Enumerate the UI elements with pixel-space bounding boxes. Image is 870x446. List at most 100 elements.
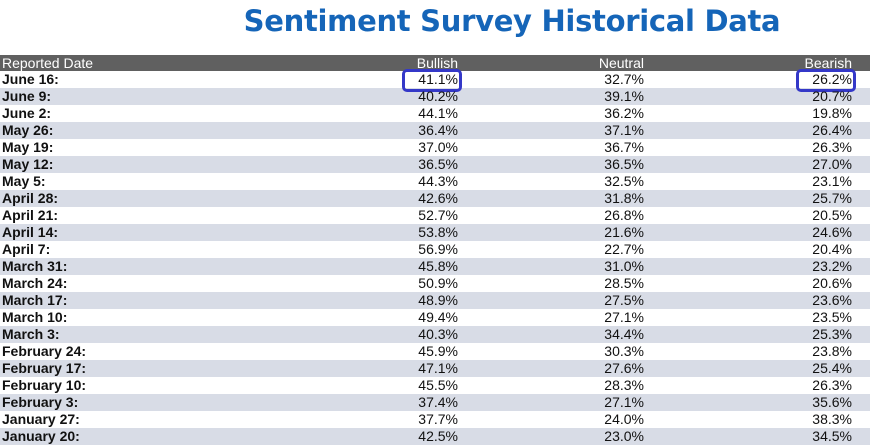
cell-neutral: 36.5% [604, 156, 644, 172]
header-bullish: Bullish [416, 55, 458, 71]
table-row: January 27: 37.7% 24.0% 38.3% [0, 411, 870, 428]
cell-neutral: 39.1% [604, 88, 644, 104]
cell-date: February 3: [2, 394, 79, 410]
table-row: June 16: 41.1% 32.7% 26.2% [0, 69, 870, 92]
cell-bearish: 35.6% [812, 394, 852, 410]
cell-bullish: 40.2% [418, 88, 458, 104]
cell-bullish: 52.7% [418, 207, 458, 223]
cell-bearish: 26.2% [644, 69, 856, 92]
cell-bearish: 19.8% [812, 105, 852, 121]
cell-date: February 10: [2, 377, 87, 393]
header-reported-date: Reported Date [2, 55, 94, 71]
cell-date: May 12: [2, 156, 54, 172]
cell-neutral: 22.7% [604, 241, 644, 257]
cell-bearish: 24.6% [812, 224, 852, 240]
cell-date: February 17: [2, 360, 87, 376]
cell-date: January 27: [2, 411, 80, 427]
cell-bullish: 44.3% [418, 173, 458, 189]
table-row: March 31: 45.8% 31.0% 23.2% [0, 258, 870, 275]
cell-bearish: 25.7% [812, 190, 852, 206]
cell-bearish: 26.3% [812, 139, 852, 155]
cell-date: March 31: [2, 258, 68, 274]
cell-neutral: 27.1% [604, 309, 644, 325]
cell-date: March 17: [2, 292, 68, 308]
cell-date: March 10: [2, 309, 68, 325]
cell-date: June 2: [2, 105, 52, 121]
cell-neutral: 27.5% [604, 292, 644, 308]
cell-bullish: 37.0% [418, 139, 458, 155]
cell-date: March 24: [2, 275, 68, 291]
table-row: February 3: 37.4% 27.1% 35.6% [0, 394, 870, 411]
cell-neutral: 30.3% [604, 343, 644, 359]
cell-bullish: 45.5% [418, 377, 458, 393]
cell-neutral: 27.1% [604, 394, 644, 410]
cell-bearish: 26.3% [812, 377, 852, 393]
cell-neutral: 21.6% [604, 224, 644, 240]
cell-bullish: 44.1% [418, 105, 458, 121]
cell-neutral: 36.2% [604, 105, 644, 121]
table-row: March 24: 50.9% 28.5% 20.6% [0, 275, 870, 292]
cell-neutral: 24.0% [604, 411, 644, 427]
cell-date: June 9: [2, 88, 52, 104]
table-row: June 2: 44.1% 36.2% 19.8% [0, 105, 870, 122]
cell-date: January 20: [2, 428, 80, 444]
cell-neutral: 36.7% [604, 139, 644, 155]
cell-neutral: 32.5% [604, 173, 644, 189]
table-row: March 17: 48.9% 27.5% 23.6% [0, 292, 870, 309]
cell-date: April 7: [2, 241, 51, 257]
cell-bearish: 27.0% [812, 156, 852, 172]
table-row: April 7: 56.9% 22.7% 20.4% [0, 241, 870, 258]
cell-bullish: 49.4% [418, 309, 458, 325]
cell-bullish: 41.1% [280, 69, 462, 92]
cell-bearish: 23.8% [812, 343, 852, 359]
cell-date: May 19: [2, 139, 54, 155]
cell-bullish: 47.1% [418, 360, 458, 376]
cell-bullish: 53.8% [418, 224, 458, 240]
cell-neutral: 23.0% [604, 428, 644, 444]
cell-bullish: 42.5% [418, 428, 458, 444]
cell-bearish: 23.5% [812, 309, 852, 325]
cell-date: April 21: [2, 207, 59, 223]
cell-bearish: 20.4% [812, 241, 852, 257]
cell-date: February 24: [2, 343, 87, 359]
cell-bullish: 56.9% [418, 241, 458, 257]
cell-bullish: 45.8% [418, 258, 458, 274]
cell-bearish: 23.1% [812, 173, 852, 189]
sentiment-table: Reported Date Bullish Neutral Bearish Ju… [0, 55, 870, 445]
table-row: May 12: 36.5% 36.5% 27.0% [0, 156, 870, 173]
cell-neutral: 37.1% [604, 122, 644, 138]
header-bearish: Bearish [804, 55, 852, 71]
header-neutral: Neutral [598, 55, 644, 71]
table-row: April 28: 42.6% 31.8% 25.7% [0, 190, 870, 207]
cell-bearish: 23.6% [812, 292, 852, 308]
cell-date: June 16: [2, 71, 59, 87]
cell-date: March 3: [2, 326, 60, 342]
cell-bearish: 23.2% [812, 258, 852, 274]
cell-bearish: 25.3% [812, 326, 852, 342]
table-body: June 16: 41.1% 32.7% 26.2% June 9: 40.2% 39.1%… [0, 69, 870, 445]
table-row: February 10: 45.5% 28.3% 26.3% [0, 377, 870, 394]
table-row: June 9: 40.2% 39.1% 20.7% [0, 88, 870, 105]
table-row: March 10: 49.4% 27.1% 23.5% [0, 309, 870, 326]
cell-neutral: 31.0% [604, 258, 644, 274]
cell-bullish: 36.5% [418, 156, 458, 172]
cell-neutral: 28.3% [604, 377, 644, 393]
cell-bullish: 48.9% [418, 292, 458, 308]
cell-bullish: 42.6% [418, 190, 458, 206]
cell-bullish: 37.4% [418, 394, 458, 410]
table-row: January 20: 42.5% 23.0% 34.5% [0, 428, 870, 445]
table-row: February 24: 45.9% 30.3% 23.8% [0, 343, 870, 360]
cell-value: 41.1% [418, 71, 458, 87]
cell-bearish: 38.3% [812, 411, 852, 427]
table-row: May 19: 37.0% 36.7% 26.3% [0, 139, 870, 156]
cell-date: April 14: [2, 224, 59, 240]
table-row: February 17: 47.1% 27.6% 25.4% [0, 360, 870, 377]
cell-bearish: 20.7% [812, 88, 852, 104]
cell-bullish: 45.9% [418, 343, 458, 359]
cell-bearish: 20.6% [812, 275, 852, 291]
cell-bullish: 40.3% [418, 326, 458, 342]
table-row: March 3: 40.3% 34.4% 25.3% [0, 326, 870, 343]
table-row: April 21: 52.7% 26.8% 20.5% [0, 207, 870, 224]
cell-date: April 28: [2, 190, 59, 206]
cell-neutral: 32.7% [604, 71, 644, 87]
